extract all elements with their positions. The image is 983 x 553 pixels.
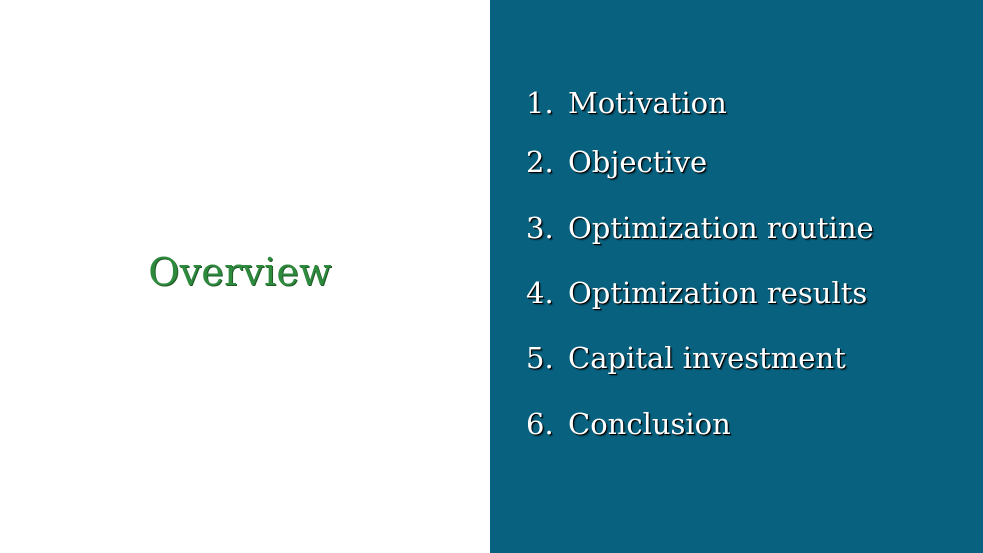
agenda-item-conclusion: 6. Conclusion bbox=[526, 407, 731, 441]
agenda-item-label: Motivation bbox=[568, 86, 727, 120]
agenda-item-number: 1. bbox=[526, 86, 554, 120]
agenda-item-number: 5. bbox=[526, 341, 554, 375]
slide-title: Overview bbox=[148, 250, 332, 294]
agenda-item-optimization-routine: 3. Optimization routine bbox=[526, 211, 874, 245]
agenda-item-label: Optimization routine bbox=[568, 211, 874, 245]
agenda-panel bbox=[490, 0, 983, 553]
agenda-item-optimization-results: 4. Optimization results bbox=[526, 276, 867, 310]
title-pane: Overview bbox=[0, 0, 490, 553]
agenda-item-motivation: 1. Motivation bbox=[526, 86, 727, 120]
agenda-item-label: Capital investment bbox=[568, 341, 846, 375]
agenda-item-objective: 2. Objective bbox=[526, 145, 707, 179]
agenda-item-label: Optimization results bbox=[568, 276, 868, 310]
agenda-item-number: 4. bbox=[526, 276, 554, 310]
agenda-item-label: Conclusion bbox=[568, 407, 731, 441]
agenda-item-number: 2. bbox=[526, 145, 554, 179]
agenda-item-label: Objective bbox=[568, 145, 708, 179]
agenda-item-number: 3. bbox=[526, 211, 554, 245]
agenda-item-number: 6. bbox=[526, 407, 554, 441]
agenda-item-capital-investment: 5. Capital investment bbox=[526, 341, 846, 375]
